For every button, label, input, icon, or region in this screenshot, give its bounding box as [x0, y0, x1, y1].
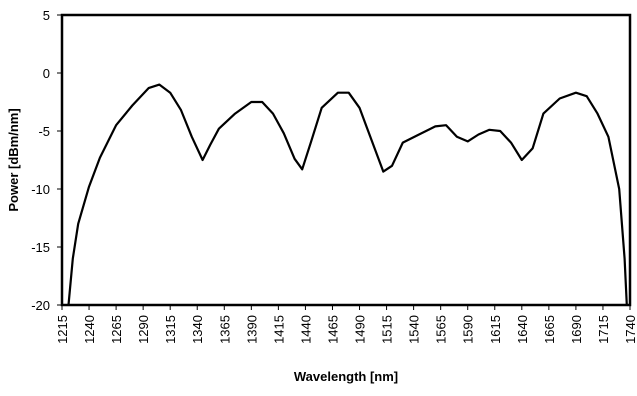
x-tick-label: 1365: [217, 315, 232, 344]
x-tick-label: 1340: [190, 315, 205, 344]
x-tick-label: 1590: [461, 315, 476, 344]
plot-frame: [60, 13, 632, 307]
x-tick-label: 1740: [623, 315, 637, 344]
y-tick-label: -10: [31, 182, 50, 197]
x-tick-label: 1315: [163, 315, 178, 344]
x-tick-label: 1640: [515, 315, 530, 344]
x-tick-label: 1490: [353, 315, 368, 344]
y-tick-label: -5: [38, 124, 50, 139]
x-tick-label: 1240: [82, 315, 97, 344]
x-tick-label: 1715: [596, 315, 611, 344]
x-tick-label: 1540: [407, 315, 422, 344]
x-tick-label: 1440: [298, 315, 313, 344]
y-tick-label: -20: [31, 298, 50, 313]
x-tick-label: 1415: [271, 315, 286, 344]
y-axis-title: Power [dBm/nm]: [6, 108, 21, 211]
x-tick-label: 1390: [244, 315, 259, 344]
x-tick-label: 1665: [542, 315, 557, 344]
y-tick-label: 5: [43, 8, 50, 23]
x-tick-label: 1615: [488, 315, 503, 344]
x-tick-label: 1515: [380, 315, 395, 344]
x-tick-label: 1465: [325, 315, 340, 344]
y-tick-label: 0: [43, 66, 50, 81]
line-series: [67, 83, 628, 306]
x-tick-label: 1215: [55, 315, 70, 344]
x-tick-label: 1565: [434, 315, 449, 344]
y-tick-label: -15: [31, 240, 50, 255]
x-tick-label: 1690: [569, 315, 584, 344]
x-axis-title: Wavelength [nm]: [294, 369, 398, 384]
x-tick-label: 1265: [109, 315, 124, 344]
x-tick-label: 1290: [136, 315, 151, 344]
